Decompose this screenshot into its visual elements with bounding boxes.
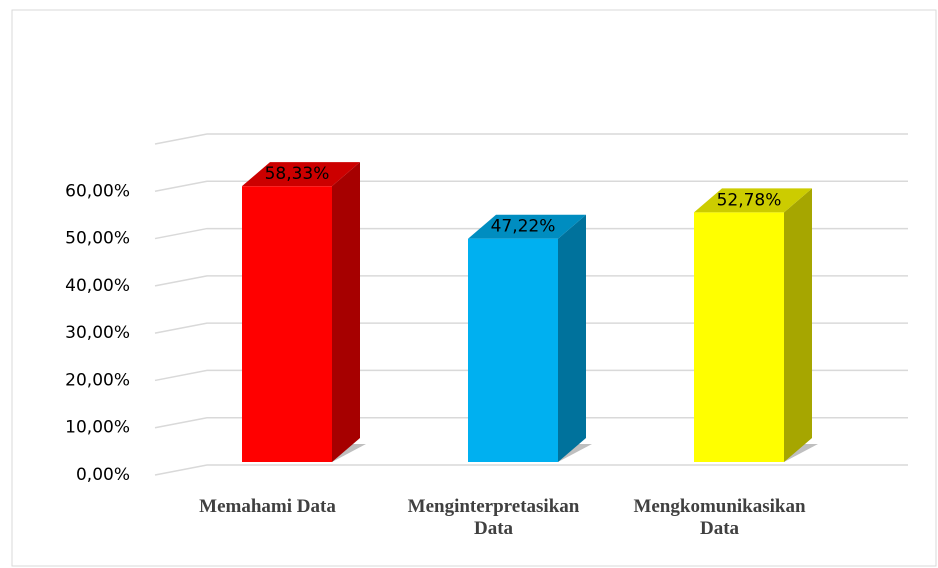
grid-line [154, 180, 908, 193]
grid-line [154, 369, 908, 382]
y-tick-label: 10,00% [65, 418, 130, 438]
y-tick-label: 20,00% [65, 370, 130, 390]
bar-side [558, 214, 586, 462]
data-label: 58,33% [265, 164, 330, 184]
bar [242, 186, 332, 462]
y-tick-label: 0,00% [76, 465, 130, 485]
bar-side [332, 162, 360, 462]
y-tick-label: 60,00% [65, 181, 130, 201]
y-tick-label: 30,00% [65, 323, 130, 343]
bar-top [242, 162, 360, 187]
x-tick-label: Menginterpretasikan Data [407, 496, 580, 539]
grid-line [154, 322, 908, 334]
x-tick-label: Memahami Data [199, 496, 336, 517]
y-tick-label: 40,00% [65, 276, 130, 296]
y-tick-label: 50,00% [65, 229, 130, 249]
bar-top [468, 214, 586, 239]
grid-line [154, 416, 908, 429]
chart-frame [11, 9, 937, 567]
grid-line [154, 133, 908, 145]
grid-line [154, 464, 908, 476]
grid-line [154, 227, 908, 240]
grid-line [154, 275, 908, 287]
bar [694, 212, 784, 462]
bar-top [694, 188, 812, 213]
bar-side [784, 188, 812, 462]
data-label: 52,78% [717, 190, 782, 210]
bar [468, 238, 558, 462]
x-tick-label: Mengkomunikasikan Data [633, 496, 806, 539]
data-label: 47,22% [491, 217, 556, 237]
